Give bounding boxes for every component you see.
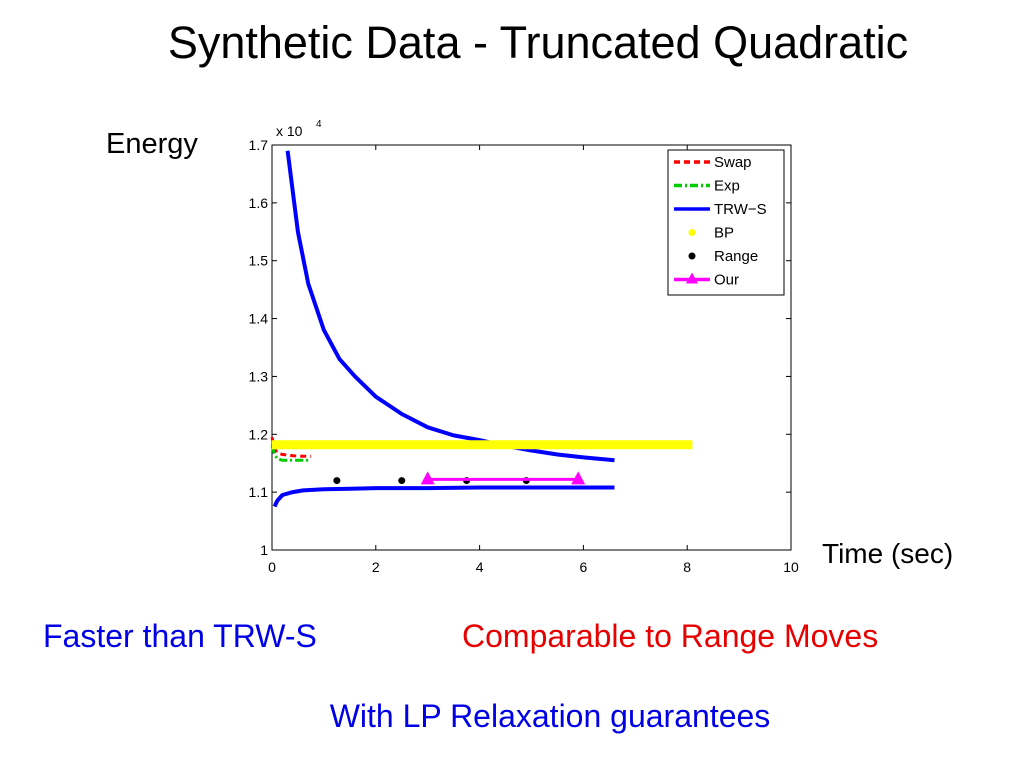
energy-time-chart: 0 2 4 6 8 10 1 1.1 1.2 1.3 1.4 1.5 1.6 1.7 x 10 4 Swa… — [249, 119, 799, 575]
y-tick-label: 1.7 — [249, 137, 269, 153]
legend-bp-label: BP — [714, 225, 734, 242]
series-exp-line — [270, 445, 311, 462]
y-multiplier-label: x 10 — [276, 123, 303, 139]
y-tick-label: 1.5 — [249, 253, 269, 269]
series-our-marker — [420, 471, 435, 485]
y-tick-label: 1.3 — [249, 368, 269, 384]
caption-lp-relaxation: With LP Relaxation guarantees — [329, 698, 771, 734]
x-tick-label: 6 — [580, 559, 588, 575]
series-range-point — [333, 477, 341, 485]
legend-bp-swatch — [688, 229, 696, 236]
caption-comparable-range-moves: Comparable to Range Moves — [462, 618, 879, 654]
y-axis-label: Energy — [106, 128, 198, 160]
legend-trw-s-label: TRW−S — [714, 201, 767, 218]
slide-title: Synthetic Data - Truncated Quadratic — [167, 17, 909, 68]
x-tick-label: 0 — [268, 559, 276, 575]
x-axis-label: Time (sec) — [822, 538, 954, 569]
x-tick-label: 10 — [783, 559, 799, 575]
series-our-marker — [571, 471, 586, 485]
y-tick-label: 1.2 — [249, 426, 269, 442]
legend-box — [667, 149, 785, 296]
series-trw-s-line — [285, 150, 615, 463]
legend-range-label: Range — [714, 248, 758, 265]
caption-faster-than-trws: Faster than TRW-S — [43, 618, 317, 654]
y-tick-label: 1.1 — [249, 484, 269, 500]
y-tick-label: 1 — [260, 542, 268, 558]
x-tick-label: 4 — [476, 559, 484, 575]
x-tick-label: 8 — [683, 559, 691, 575]
legend-our-label: Our — [714, 272, 739, 289]
legend-our-marker — [686, 272, 698, 284]
legend-swap-label: Swap — [714, 154, 752, 171]
series-range-point — [398, 477, 406, 485]
legend-exp-label: Exp — [714, 178, 740, 195]
y-tick-label: 1.4 — [249, 311, 269, 327]
legend-range-swatch — [688, 252, 696, 260]
plot-frame — [271, 144, 792, 551]
y-tick-label: 1.6 — [249, 195, 269, 211]
series-trw-s-line — [272, 485, 615, 508]
y-multiplier-exponent: 4 — [316, 119, 322, 130]
x-tick-label: 2 — [372, 559, 380, 575]
